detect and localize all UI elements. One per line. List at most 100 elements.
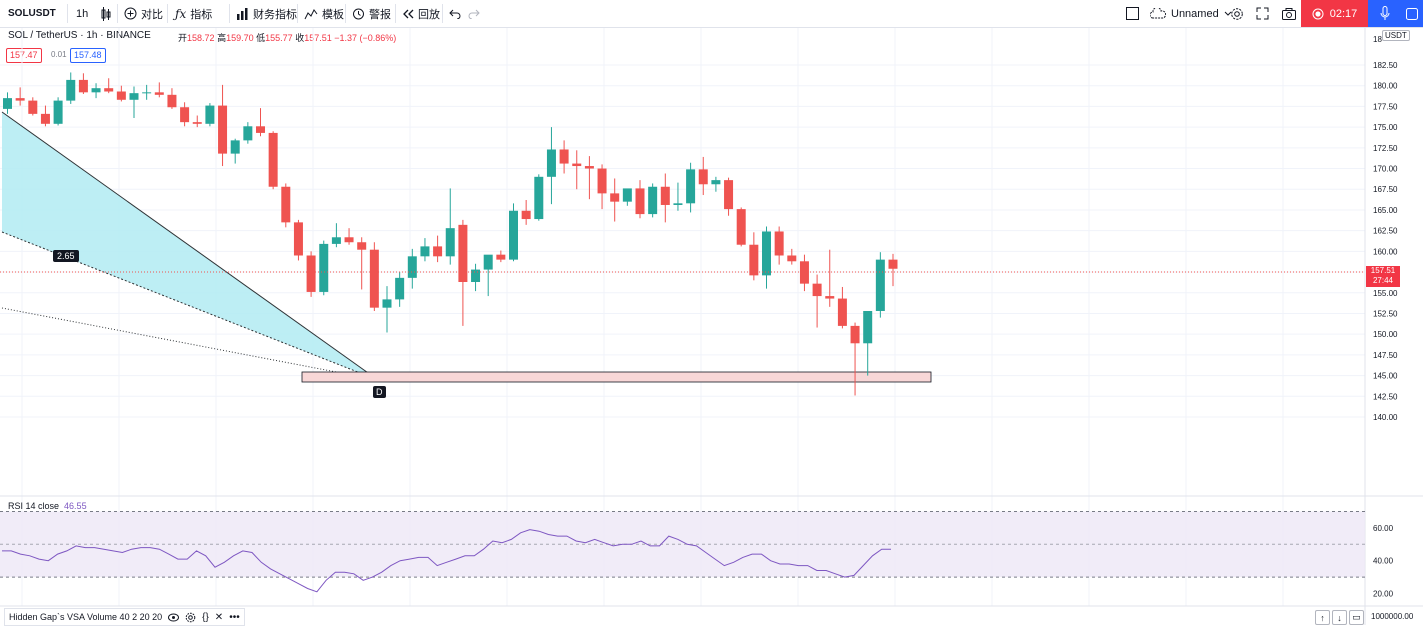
fib-fan-line[interactable] bbox=[1, 307, 379, 381]
undo-icon bbox=[449, 9, 461, 19]
candle-body bbox=[407, 256, 417, 278]
replay-button[interactable]: 回放 bbox=[402, 0, 440, 27]
restore-icon: ▭ bbox=[1352, 612, 1361, 622]
fib-fan-fill bbox=[2, 112, 378, 380]
compare-button[interactable]: 对比 bbox=[124, 0, 163, 27]
redo-button[interactable] bbox=[468, 0, 480, 27]
alert-button[interactable]: 警报 bbox=[352, 0, 391, 27]
rsi-band bbox=[0, 511, 1365, 578]
candle-body bbox=[774, 231, 784, 256]
fib-fan-line[interactable] bbox=[1, 111, 379, 381]
high-value: 159.70 bbox=[226, 33, 254, 43]
candle-body bbox=[420, 246, 430, 257]
fan-ratio-label: 2.65 bbox=[53, 250, 79, 262]
alert-label: 警报 bbox=[369, 8, 391, 21]
candle-body bbox=[91, 88, 101, 93]
alarm-clock-icon bbox=[353, 8, 364, 20]
sell-price-button[interactable]: 157.47 bbox=[6, 48, 42, 63]
candle-body bbox=[433, 246, 443, 257]
fullscreen-button[interactable] bbox=[1256, 0, 1269, 27]
arrow-up-icon: ↑ bbox=[1320, 612, 1325, 623]
candle-body bbox=[509, 210, 518, 260]
microphone-button[interactable] bbox=[1368, 0, 1401, 27]
candle-body bbox=[306, 255, 316, 292]
price-tick-label: 177.50 bbox=[1373, 102, 1398, 111]
recording-button[interactable]: 02:17 bbox=[1301, 0, 1368, 27]
templates-button[interactable]: 模板 bbox=[304, 0, 344, 27]
move-up-button[interactable]: ↑ bbox=[1315, 610, 1330, 625]
source-code-icon[interactable]: {} bbox=[202, 611, 209, 623]
support-zone-rectangle[interactable] bbox=[301, 371, 932, 383]
candle-body bbox=[167, 94, 177, 108]
price-tick-label: 160.00 bbox=[1373, 247, 1398, 256]
cloud-icon bbox=[1150, 8, 1166, 19]
candle-body bbox=[344, 237, 354, 243]
maximize-pane-button[interactable]: ▭ bbox=[1349, 610, 1364, 625]
price-tick-label: 180.00 bbox=[1373, 82, 1398, 91]
gear-icon[interactable] bbox=[185, 612, 196, 623]
toolbar-divider bbox=[229, 4, 230, 23]
drawing-point-label: D bbox=[373, 386, 386, 398]
candle-body bbox=[192, 122, 202, 124]
low-value: 155.77 bbox=[265, 33, 293, 43]
square-icon bbox=[1126, 7, 1139, 20]
candle-body bbox=[875, 259, 885, 311]
buy-price-button[interactable]: 157.48 bbox=[70, 48, 106, 63]
candle-body bbox=[521, 210, 531, 220]
candle-body bbox=[28, 100, 38, 114]
close-value: 157.51 bbox=[304, 33, 332, 43]
last-price-value: 157.51 bbox=[1370, 265, 1396, 275]
undo-button[interactable] bbox=[449, 0, 461, 27]
candle-body bbox=[15, 98, 25, 101]
redo-icon bbox=[468, 9, 480, 19]
toolbar-divider bbox=[67, 4, 68, 23]
candle-body bbox=[230, 140, 240, 154]
candle-body bbox=[635, 188, 645, 215]
price-tick-partial: 18 bbox=[1373, 35, 1382, 44]
chart-type-button[interactable] bbox=[100, 0, 112, 27]
candle-body bbox=[142, 92, 152, 94]
close-icon[interactable]: ✕ bbox=[214, 611, 224, 623]
indicators-button[interactable]: ƒx 指标 bbox=[175, 0, 212, 27]
interval-button[interactable]: 1h bbox=[76, 0, 88, 27]
price-tick-label: 170.00 bbox=[1373, 165, 1398, 174]
candle-body bbox=[837, 298, 847, 326]
move-down-button[interactable]: ↓ bbox=[1332, 610, 1347, 625]
candle-body bbox=[673, 203, 683, 205]
candle-body bbox=[205, 105, 215, 124]
candle-body bbox=[863, 310, 873, 344]
microphone-icon bbox=[1380, 6, 1389, 20]
currency-badge[interactable]: USDT bbox=[1382, 30, 1410, 41]
financials-button[interactable]: 财务指标 bbox=[236, 0, 297, 27]
templates-label: 模板 bbox=[322, 8, 344, 21]
candles-series bbox=[3, 72, 898, 396]
candle-body bbox=[357, 242, 367, 250]
chat-icon bbox=[1406, 7, 1418, 20]
price-tick-label: 140.00 bbox=[1373, 413, 1398, 422]
bar-chart-icon bbox=[237, 7, 248, 20]
record-time: 02:17 bbox=[1329, 7, 1358, 20]
rsi-axis: 60.00 40.00 20.00 bbox=[1373, 524, 1394, 599]
fullscreen-select-button[interactable] bbox=[1126, 0, 1139, 27]
layout-name-button[interactable]: Unnamed bbox=[1150, 0, 1232, 27]
chat-button[interactable] bbox=[1401, 0, 1423, 27]
symbol-search-button[interactable]: SOLUSDT bbox=[8, 0, 56, 27]
candle-body bbox=[546, 149, 556, 177]
screenshot-button[interactable] bbox=[1282, 0, 1296, 27]
price-tick-label: 172.50 bbox=[1373, 144, 1398, 153]
more-icon[interactable]: ••• bbox=[229, 611, 240, 623]
toolbar-divider bbox=[297, 4, 298, 23]
low-label: 低 bbox=[256, 33, 266, 43]
settings-button[interactable] bbox=[1230, 0, 1244, 27]
candle-body bbox=[78, 79, 88, 93]
replay-label: 回放 bbox=[418, 8, 440, 21]
eye-icon[interactable] bbox=[168, 613, 180, 622]
fx-icon: ƒx bbox=[175, 6, 187, 21]
candle-body bbox=[129, 93, 139, 100]
expand-icon bbox=[1256, 7, 1269, 20]
candle-body bbox=[53, 100, 63, 124]
volume-indicator-legend: Hidden Gap`s VSA Volume 40 2 20 20 {} ✕ … bbox=[4, 608, 245, 626]
candle-body bbox=[382, 299, 392, 308]
candle-body bbox=[724, 180, 734, 210]
camera-icon bbox=[1282, 7, 1296, 20]
